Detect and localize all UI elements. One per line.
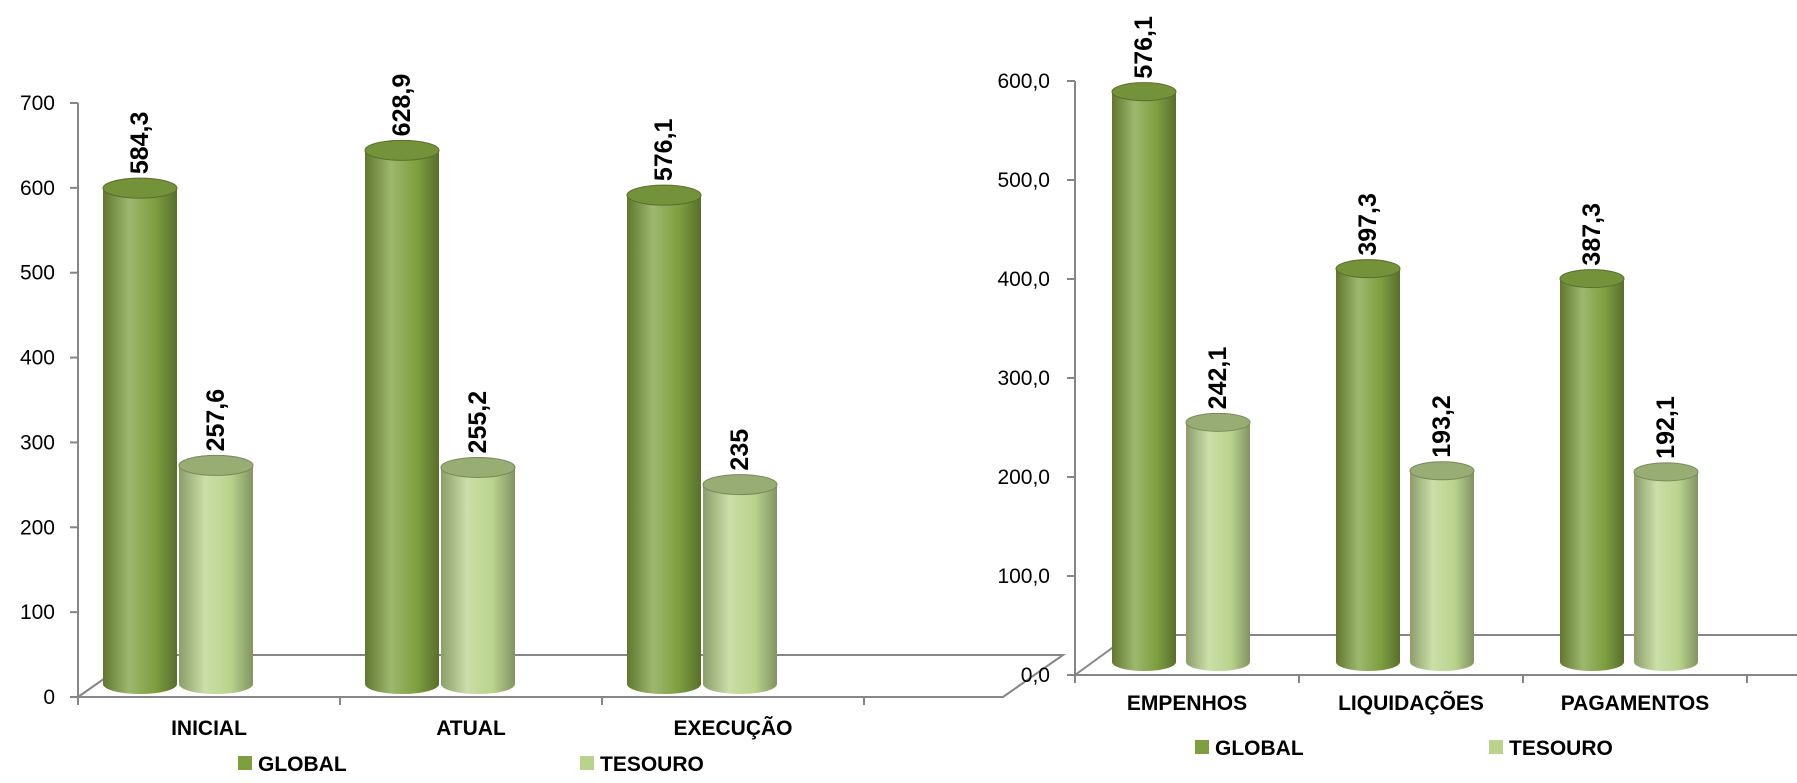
y-tick-label: 100,0 <box>997 565 1050 588</box>
data-label: 576,1 <box>650 118 678 181</box>
legend-swatch-global <box>1195 740 1209 754</box>
y-tick-label: 0 <box>43 686 55 709</box>
execution-chart: 0,0 100,0 200,0 300,0 400,0 500,0 600,0 EMPENHO… <box>997 16 1797 760</box>
y-tick-label: 700 <box>20 92 55 115</box>
y-tick-label: 600,0 <box>997 70 1050 93</box>
data-label: 628,9 <box>388 74 416 137</box>
y-tick-label: 200 <box>20 516 55 539</box>
y-tick-label: 500,0 <box>997 169 1050 192</box>
category-label: LIQUIDAÇÕES <box>1338 691 1484 715</box>
data-label: 397,3 <box>1354 193 1382 256</box>
category-label: ATUAL <box>436 717 506 740</box>
floor-plane <box>1071 634 1797 676</box>
bar-tesouro <box>440 456 516 694</box>
category-label: INICIAL <box>171 717 247 740</box>
data-label: 235 <box>726 429 754 471</box>
data-label: 255,2 <box>464 391 492 454</box>
data-label: 576,1 <box>1130 16 1158 79</box>
bar-global <box>1111 82 1177 671</box>
bar-global <box>1559 269 1625 671</box>
data-label: 584,3 <box>126 112 154 175</box>
legend-label-global: GLOBAL <box>258 753 347 776</box>
category-label: EXECUÇÃO <box>673 717 792 740</box>
category-label: EMPENHOS <box>1127 692 1247 715</box>
y-tick-label: 100 <box>20 601 55 624</box>
data-label: 387,3 <box>1578 203 1606 266</box>
y-tick-label: 200,0 <box>997 466 1050 489</box>
bar-tesouro <box>1409 461 1475 671</box>
legend-label-tesouro: TESOURO <box>600 753 704 776</box>
y-tick-label: 400,0 <box>997 268 1050 291</box>
bar-tesouro <box>178 454 254 694</box>
bar-global <box>626 184 702 694</box>
y-tick-label: 600 <box>20 177 55 200</box>
data-label: 242,1 <box>1204 347 1232 410</box>
y-tick-label: 400 <box>20 347 55 370</box>
data-label: 257,6 <box>202 389 230 452</box>
bar-global <box>102 177 178 694</box>
bar-tesouro <box>1185 412 1251 671</box>
y-tick-label: 300,0 <box>997 367 1050 390</box>
bar-global <box>1335 259 1401 671</box>
bar-global <box>364 139 440 694</box>
data-label: 193,2 <box>1428 395 1456 458</box>
y-tick-label: 0,0 <box>1021 664 1050 687</box>
bar-tesouro <box>1633 462 1699 671</box>
legend-swatch-tesouro <box>580 756 594 770</box>
y-tick-label: 500 <box>20 262 55 285</box>
legend-label-global: GLOBAL <box>1215 737 1304 760</box>
category-label: PAGAMENTOS <box>1561 692 1710 715</box>
data-label: 192,1 <box>1652 396 1680 459</box>
y-tick-label: 300 <box>20 431 55 454</box>
legend-swatch-global <box>238 756 252 770</box>
bar-tesouro <box>702 474 778 694</box>
legend-label-tesouro: TESOURO <box>1509 737 1613 760</box>
budget-chart: 0 100 200 300 400 500 600 700 INICIAL ATUAL EXECUÇ… <box>20 74 1067 776</box>
legend-swatch-tesouro <box>1489 740 1503 754</box>
